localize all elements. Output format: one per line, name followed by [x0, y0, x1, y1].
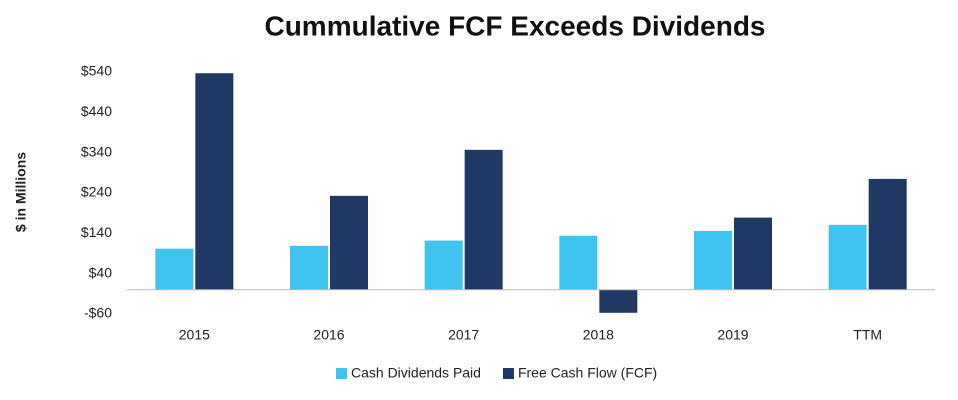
legend-swatch — [502, 368, 514, 379]
bar — [424, 240, 463, 290]
x-tick-label: 2015 — [179, 327, 210, 343]
bar — [464, 149, 503, 290]
bar — [599, 289, 638, 313]
y-tick-label: -$60 — [84, 305, 112, 321]
x-tick-label: 2019 — [717, 327, 748, 343]
y-axis-label: $ in Millions — [13, 152, 29, 232]
legend-swatch — [336, 368, 347, 379]
bar — [559, 235, 598, 290]
y-tick-label: $340 — [81, 143, 112, 159]
y-tick-label: $40 — [89, 264, 113, 280]
bar — [195, 73, 234, 290]
legend-label: Cash Dividends Paid — [351, 365, 481, 381]
bar — [694, 230, 732, 290]
y-tick-label: $540 — [81, 63, 112, 79]
legend-label: Free Cash Flow (FCF) — [518, 365, 657, 381]
bar — [290, 245, 328, 290]
x-tick-label: 2016 — [313, 327, 344, 343]
y-tick-label: $140 — [81, 224, 112, 240]
x-tick-label: 2017 — [448, 327, 479, 343]
y-tick-label: $440 — [81, 103, 112, 119]
bar — [868, 178, 907, 290]
bar — [734, 217, 772, 290]
bar — [828, 224, 867, 290]
y-tick-label: $240 — [81, 184, 112, 200]
x-tick-label: TTM — [853, 327, 882, 343]
bar — [330, 195, 368, 290]
bar — [155, 248, 194, 290]
x-tick-label: 2018 — [583, 327, 614, 343]
chart-title: Cummulative FCF Exceeds Dividends — [264, 10, 765, 41]
